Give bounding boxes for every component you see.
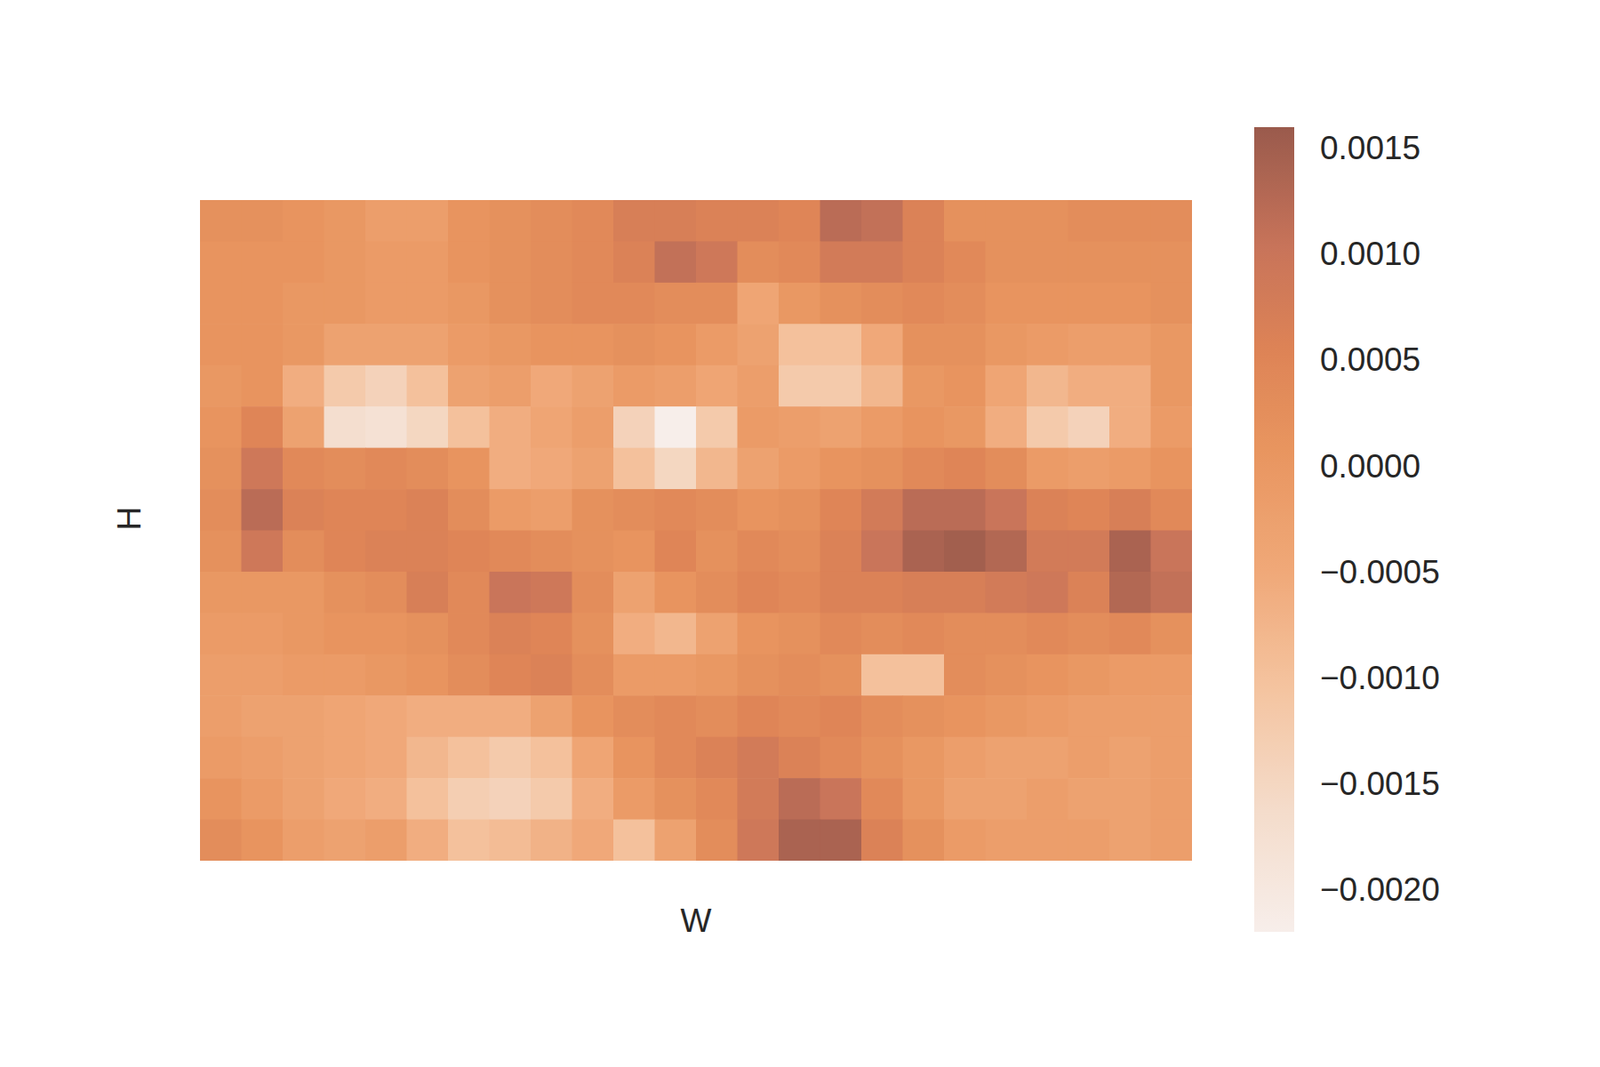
svg-text:0.0005: 0.0005: [1320, 341, 1421, 378]
svg-text:H: H: [111, 506, 148, 531]
svg-text:W: W: [680, 902, 712, 939]
svg-text:−0.0010: −0.0010: [1320, 659, 1440, 696]
svg-text:0.0015: 0.0015: [1320, 129, 1421, 167]
svg-text:−0.0005: −0.0005: [1320, 553, 1440, 591]
svg-text:0.0000: 0.0000: [1320, 448, 1421, 485]
svg-text:−0.0020: −0.0020: [1320, 871, 1440, 908]
svg-text:−0.0015: −0.0015: [1320, 765, 1440, 802]
svg-text:0.0010: 0.0010: [1320, 235, 1421, 272]
